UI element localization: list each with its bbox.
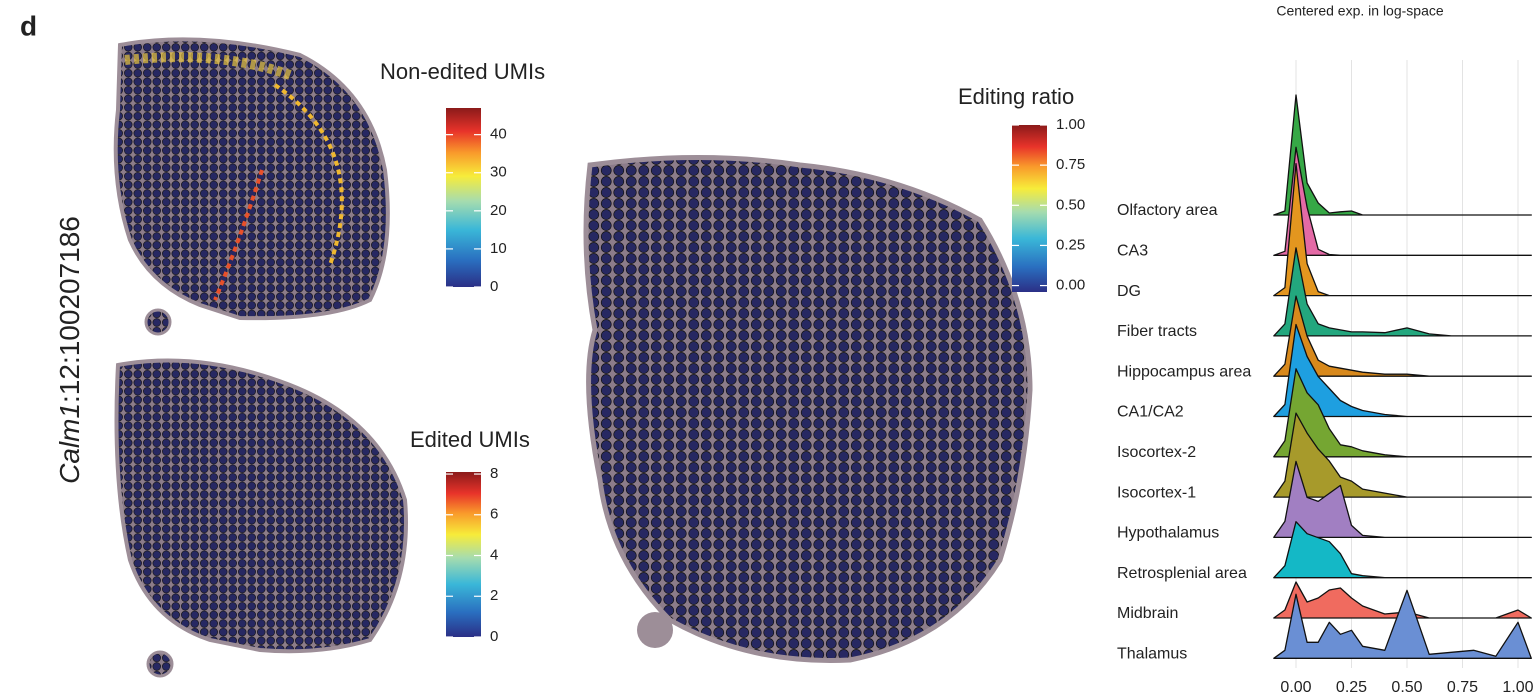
locus: :12:100207186 bbox=[54, 216, 85, 403]
colorbar-tick-label: 4 bbox=[490, 546, 498, 563]
colorbar-tick-label: 6 bbox=[490, 506, 498, 523]
category-label: CA1/CA2 bbox=[1117, 404, 1184, 421]
panel-label: d bbox=[20, 10, 37, 41]
colorbar-tick-label: 0.75 bbox=[1056, 156, 1085, 173]
x-tick-label: 1.00 bbox=[1502, 679, 1533, 696]
x-tick-label: 0.25 bbox=[1336, 679, 1367, 696]
colorbar-tick-label: 0.25 bbox=[1056, 236, 1085, 253]
colorbar bbox=[1012, 125, 1047, 292]
colorbar-tick-label: 40 bbox=[490, 126, 507, 143]
category-label: Midbrain bbox=[1117, 605, 1178, 622]
colorbar-tick-label: 0.00 bbox=[1056, 277, 1085, 294]
colorbar-tick-label: 8 bbox=[490, 465, 498, 482]
colorbar-tick-label: 30 bbox=[490, 164, 507, 181]
category-label: Olfactory area bbox=[1117, 202, 1218, 219]
tissue-center bbox=[586, 158, 1030, 661]
x-tick-label: 0.50 bbox=[1391, 679, 1422, 696]
x-tick-label: 0.00 bbox=[1280, 679, 1311, 696]
tissue-fragment bbox=[637, 612, 673, 648]
gene-name: Calm1 bbox=[54, 403, 85, 484]
colorbar-title: Non-edited UMIs bbox=[380, 59, 545, 84]
colorbar-tick-label: 10 bbox=[490, 240, 507, 257]
colorbar-tick-label: 2 bbox=[490, 587, 498, 604]
category-label: Fiber tracts bbox=[1117, 323, 1197, 340]
category-label: Isocortex-2 bbox=[1117, 444, 1196, 461]
category-label: CA3 bbox=[1117, 243, 1148, 260]
category-label: Retrosplenial area bbox=[1117, 565, 1247, 582]
colorbar-tick-label: 0.50 bbox=[1056, 196, 1085, 213]
tissue-bottom bbox=[117, 361, 407, 652]
colorbar-title: Edited UMIs bbox=[410, 427, 530, 452]
category-label: Hypothalamus bbox=[1117, 525, 1219, 542]
category-label: Hippocampus area bbox=[1117, 363, 1251, 380]
colorbar-tick-label: 20 bbox=[490, 202, 507, 219]
tissue-fragment bbox=[146, 310, 170, 334]
tissue-top bbox=[116, 39, 388, 318]
colorbar-tick-label: 1.00 bbox=[1056, 116, 1085, 133]
colorbar-tick-label: 0 bbox=[490, 278, 498, 295]
category-label: DG bbox=[1117, 283, 1141, 300]
x-tick-label: 0.75 bbox=[1447, 679, 1478, 696]
category-label: Thalamus bbox=[1117, 646, 1187, 663]
figure: d Calm1:12:100207186 Non-edited UMIs 0 10 2… bbox=[0, 0, 1539, 697]
tissue-fragment bbox=[148, 652, 172, 676]
colorbar-title: Editing ratio bbox=[958, 84, 1074, 109]
y-axis-label: Calm1:12:100207186 bbox=[54, 216, 85, 484]
tissue-maps bbox=[116, 39, 1030, 676]
ridge bbox=[1274, 95, 1532, 215]
colorbar bbox=[446, 472, 481, 637]
colorbar-tick-label: 0 bbox=[490, 628, 498, 645]
chart-title: Centered exp. in log-space bbox=[1276, 3, 1444, 19]
category-label: Isocortex-1 bbox=[1117, 484, 1196, 501]
